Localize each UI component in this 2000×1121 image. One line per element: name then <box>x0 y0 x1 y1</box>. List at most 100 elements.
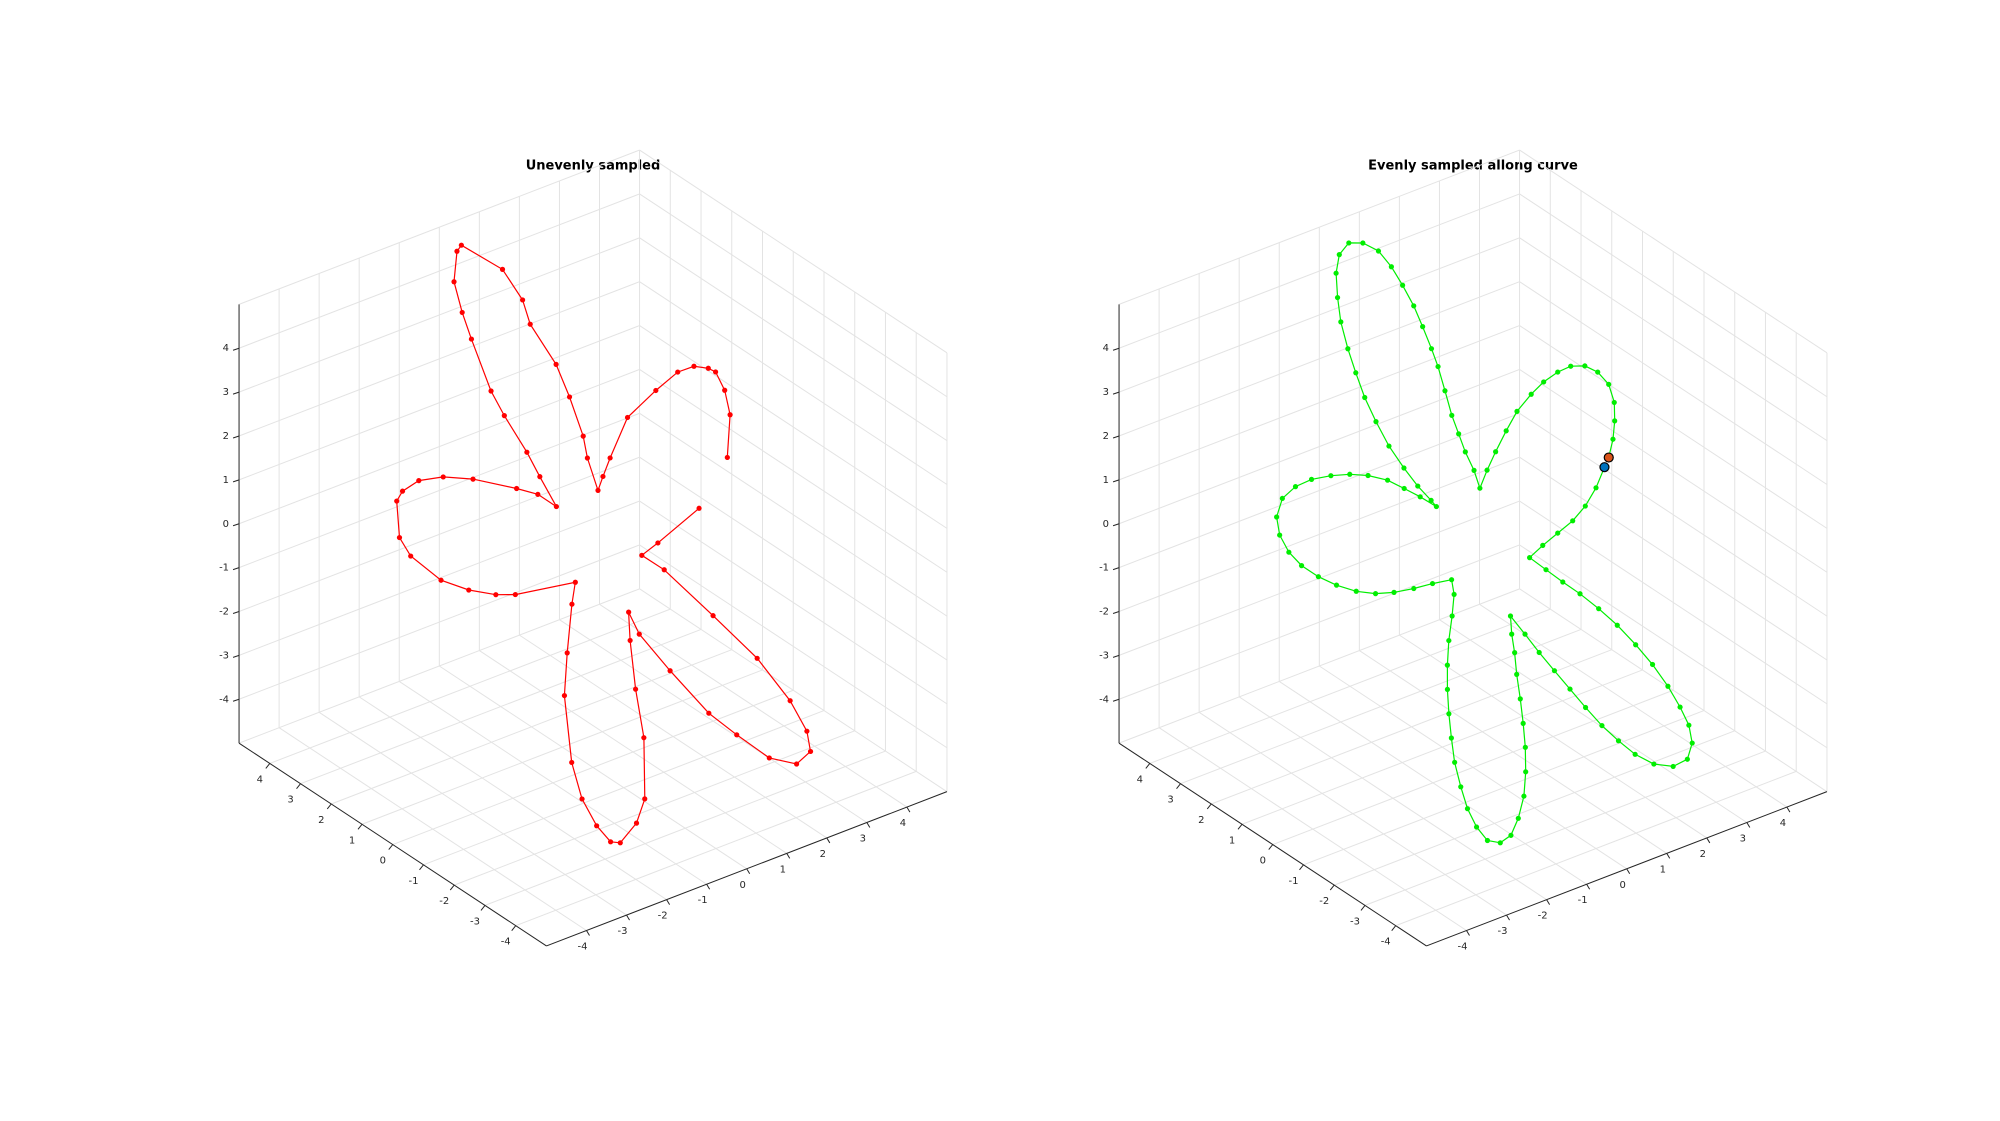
z-tick <box>1112 611 1120 614</box>
z-tick-label: -1 <box>1099 563 1109 574</box>
point <box>1446 637 1452 644</box>
point <box>1514 408 1520 414</box>
point <box>1611 399 1617 406</box>
point <box>607 839 614 845</box>
grid-line <box>1118 456 1520 612</box>
point <box>1541 379 1547 385</box>
point <box>1484 837 1491 844</box>
x-tick-label: -4 <box>1458 942 1468 953</box>
point <box>1686 722 1692 728</box>
point <box>655 540 661 546</box>
grid-line <box>1303 710 1705 866</box>
point <box>1522 631 1528 637</box>
grid-line <box>238 368 640 525</box>
start-marker <box>1603 452 1614 463</box>
point <box>1521 793 1527 799</box>
point <box>1606 381 1612 387</box>
point <box>1333 582 1340 588</box>
point <box>512 591 518 598</box>
y-tick <box>511 925 517 931</box>
point <box>1336 252 1342 258</box>
point <box>653 387 659 394</box>
grid-line <box>1364 750 1766 906</box>
y-tick <box>265 763 271 769</box>
point <box>627 637 633 644</box>
y-tick <box>449 884 455 891</box>
point <box>607 455 613 461</box>
point <box>1391 589 1397 595</box>
end-marker <box>1599 462 1610 473</box>
point <box>1401 465 1407 471</box>
point <box>1334 294 1341 301</box>
y-tick <box>480 905 486 911</box>
point <box>584 455 590 461</box>
point <box>724 454 730 461</box>
point <box>722 387 728 393</box>
point <box>1522 744 1528 750</box>
point <box>1536 649 1542 656</box>
point <box>642 796 648 802</box>
y-tick-label: 1 <box>1229 835 1235 846</box>
point <box>1435 363 1441 370</box>
y-tick <box>1206 803 1212 810</box>
z-tick <box>1112 347 1120 351</box>
x-tick-label: 1 <box>1660 864 1666 875</box>
point <box>1338 319 1344 325</box>
z-tick-label: 3 <box>223 387 229 398</box>
grid-line <box>1118 412 1520 569</box>
y-tick-label: -3 <box>470 916 480 927</box>
x-tick-label: -2 <box>658 911 668 922</box>
grid-line <box>238 544 640 700</box>
point <box>1684 756 1690 762</box>
point <box>807 748 814 755</box>
point <box>1615 738 1622 744</box>
point <box>399 488 406 494</box>
point <box>1373 419 1379 425</box>
point <box>1444 662 1450 668</box>
point <box>1286 549 1292 555</box>
x-tick-label: 2 <box>1700 849 1706 860</box>
grid-line <box>423 710 825 866</box>
x-tick <box>826 837 831 844</box>
x-tick-label: 4 <box>1780 818 1786 829</box>
y-tick <box>296 783 301 790</box>
grid-line <box>1519 369 1828 573</box>
point <box>1417 494 1423 500</box>
x-tick <box>626 914 630 921</box>
grid-line <box>639 325 948 529</box>
grid-line <box>639 544 948 749</box>
chart-title: Evenly sampled allong curve <box>1368 159 1578 174</box>
z-tick <box>1112 479 1120 483</box>
point <box>580 433 586 439</box>
point <box>451 279 457 285</box>
point <box>1298 563 1305 569</box>
point <box>524 449 530 455</box>
grid-line <box>1519 544 1828 749</box>
point <box>1279 495 1285 502</box>
x-tick-label: -3 <box>618 926 628 937</box>
grid-line <box>1519 412 1828 617</box>
point <box>569 601 575 607</box>
z-tick-label: 2 <box>1103 431 1109 442</box>
point <box>1632 751 1638 757</box>
point <box>519 297 526 303</box>
point <box>1582 503 1588 509</box>
y-tick <box>1329 884 1335 891</box>
z-tick-label: 0 <box>1103 519 1109 530</box>
point <box>1346 240 1352 246</box>
z-tick <box>232 698 240 702</box>
point <box>488 388 494 394</box>
point <box>1577 591 1583 597</box>
point <box>1458 784 1464 790</box>
grid-line <box>238 281 640 437</box>
point <box>1449 412 1455 418</box>
point <box>727 412 733 418</box>
point <box>1582 704 1589 711</box>
point <box>1411 303 1417 309</box>
z-tick-label: -2 <box>219 607 229 618</box>
point <box>440 474 446 480</box>
chart-title: Unevenly sampled <box>526 159 661 174</box>
y-tick <box>357 823 363 830</box>
point <box>1670 763 1676 770</box>
grid-line <box>1149 608 1551 764</box>
